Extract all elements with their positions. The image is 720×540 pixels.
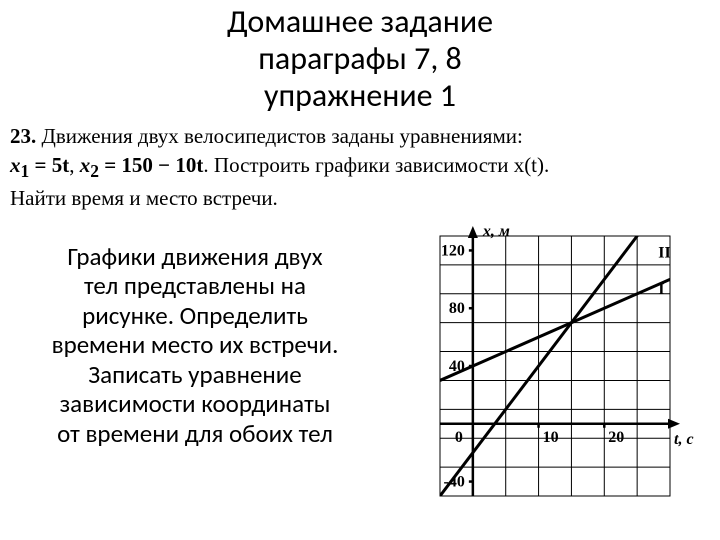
svg-text:I: I (658, 281, 664, 298)
page-title: Домашнее задание параграфы 7, 8 упражнен… (0, 0, 720, 114)
svg-text:20: 20 (608, 429, 624, 446)
problem-statement: 23. Движения двух велосипедистов заданы … (0, 114, 720, 212)
svg-text:120: 120 (441, 242, 465, 259)
motion-chart: III-40408012001020x, мt, с (380, 218, 720, 508)
title-line-1: Домашнее задание (0, 4, 720, 41)
svg-text:-40: -40 (444, 473, 465, 490)
task-description: Графики движения двух тел представлены н… (10, 218, 380, 508)
svg-text:10: 10 (543, 429, 559, 446)
svg-text:80: 80 (449, 300, 465, 317)
title-line-2: параграфы 7, 8 (0, 41, 720, 78)
problem-number: 23. (10, 124, 36, 148)
svg-text:0: 0 (455, 429, 463, 446)
svg-text:t, с: t, с (674, 431, 694, 448)
problem-line-3: Найти время и место встречи. (10, 184, 710, 212)
svg-text:x, м: x, м (482, 223, 510, 240)
problem-line-1: 23. Движения двух велосипедистов заданы … (10, 122, 710, 150)
svg-text:II: II (658, 245, 670, 262)
title-line-3: упражнение 1 (0, 78, 720, 115)
chart-svg: III-40408012001020x, мt, с (380, 218, 710, 508)
problem-line-2: x1 = 5t, x2 = 150 − 10t. Построить графи… (10, 151, 710, 184)
svg-text:40: 40 (449, 358, 465, 375)
